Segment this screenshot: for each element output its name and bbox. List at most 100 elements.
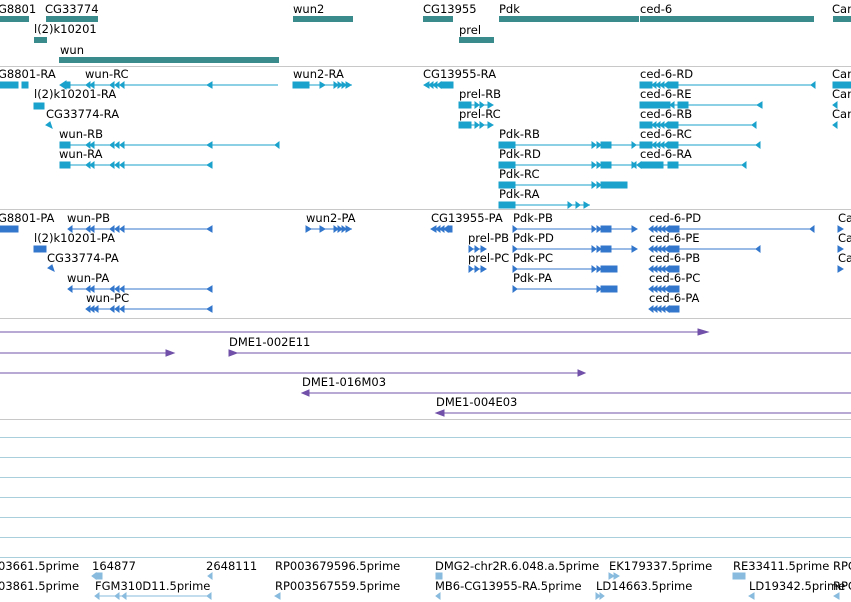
- empty-track-line: [0, 497, 851, 498]
- gene-label: Pdk: [499, 2, 520, 16]
- transcript-label: ced-6-RC: [640, 127, 692, 141]
- transcript-label: Car: [832, 87, 851, 101]
- protein-label: wun-PB: [67, 211, 110, 225]
- protein-label: Pdk-PA: [513, 271, 553, 285]
- empty-track-line: [0, 517, 851, 518]
- clone-label: DME1-016M03: [302, 375, 387, 389]
- est-label: 03661.5prime: [0, 559, 80, 573]
- gene-feature[interactable]: [46, 16, 98, 22]
- est-label: RE33411.5prime: [733, 559, 830, 573]
- gene-label: CG33774: [45, 2, 99, 16]
- transcript-label: wun-RC: [85, 67, 129, 81]
- est-label: RP003567559.5prime: [275, 579, 401, 593]
- transcript-label: ced-6-RE: [640, 87, 692, 101]
- est-label: EK179337.5prime: [609, 559, 713, 573]
- empty-track-line: [0, 477, 851, 478]
- transcript-label: ced-6-RD: [640, 67, 694, 81]
- protein-label: Ca: [838, 231, 851, 245]
- gene-feature[interactable]: [59, 57, 279, 63]
- track-separator: [0, 318, 851, 319]
- track-separator: [0, 209, 851, 210]
- protein-label: Ca: [838, 211, 851, 225]
- protein-label: wun-PA: [67, 271, 110, 285]
- protein-label: wun2-PA: [306, 211, 356, 225]
- gene-feature[interactable]: [833, 16, 851, 22]
- gene-feature[interactable]: [640, 16, 814, 22]
- protein-label: ced-6-PA: [649, 291, 700, 305]
- est-label: DMG2-chr2R.6.048.a.5prime: [435, 559, 600, 573]
- gene-feature[interactable]: [499, 16, 639, 22]
- transcript-label: Car: [832, 107, 851, 121]
- gene-track: G8801 CG33774 l(2)k10201 wun wun2 CG1395…: [0, 0, 851, 66]
- est-label: LD19342.5prime: [749, 579, 846, 593]
- protein-label: l(2)k10201-PA: [34, 231, 115, 245]
- transcript-label: prel-RB: [459, 87, 502, 101]
- transcript-label: CG13955-RA: [423, 67, 497, 81]
- est-label: RP003679596.5prime: [275, 559, 401, 573]
- transcript-label: Car: [832, 67, 851, 81]
- gene-label: G8801: [0, 2, 37, 16]
- transcript-label: wun2-RA: [293, 67, 344, 81]
- gene-label: CG13955: [423, 2, 477, 16]
- est-track: 03661.5prime 164877 2648111 RP003679596.…: [0, 560, 851, 602]
- track-separator: [0, 419, 851, 420]
- protein-label: CG13955-PA: [431, 211, 503, 225]
- empty-track-area: [0, 420, 851, 560]
- empty-track-line: [0, 457, 851, 458]
- protein-label: ced-6-PE: [649, 231, 700, 245]
- transcript-label: prel-RC: [459, 107, 501, 121]
- transcript-label: CG33774-RA: [46, 107, 120, 121]
- protein-label: ced-6-PB: [649, 251, 701, 265]
- est-label: LD14663.5prime: [596, 579, 693, 593]
- empty-track-line: [0, 437, 851, 438]
- protein-label: Pdk-PC: [513, 251, 554, 265]
- protein-label: wun-PC: [86, 291, 130, 305]
- transcript-label: Pdk-RC: [499, 167, 540, 181]
- empty-track-line: [0, 557, 851, 558]
- transcript-label: wun-RB: [59, 127, 104, 141]
- est-label: 03861.5prime: [0, 579, 80, 593]
- est-label: FGM310D11.5prime: [95, 579, 211, 593]
- transcript-label: Pdk-RA: [499, 187, 540, 201]
- clone-glyphs[interactable]: [0, 319, 851, 419]
- transcript-label: ced-6-RB: [640, 107, 693, 121]
- protein-track: G8801-PA wun-PB l(2)k10201-PA CG33774-PA…: [0, 210, 851, 318]
- protein-glyphs[interactable]: [0, 210, 851, 318]
- gene-feature[interactable]: [293, 16, 353, 22]
- transcript-label: Pdk-RD: [499, 147, 541, 161]
- gene-label: Car: [832, 2, 851, 16]
- clone-label: DME1-002E11: [229, 335, 311, 349]
- transcript-label: ced-6-RA: [640, 147, 692, 161]
- est-label: RPC: [833, 579, 851, 593]
- protein-label: Pdk-PB: [513, 211, 553, 225]
- protein-label: Ca: [838, 251, 851, 265]
- empty-track-line: [0, 537, 851, 538]
- clone-label: DME1-004E03: [436, 395, 518, 409]
- transcript-track: G8801-RA wun-RC l(2)k10201-RA CG33774-RA…: [0, 67, 851, 209]
- protein-label: ced-6-PC: [649, 271, 701, 285]
- est-glyphs[interactable]: [0, 560, 851, 602]
- protein-label: prel-PC: [468, 251, 510, 265]
- transcript-label: wun-RA: [59, 147, 103, 161]
- gene-label: ced-6: [640, 2, 673, 16]
- est-label: RPC: [833, 559, 851, 573]
- gene-label: wun: [60, 43, 84, 57]
- gene-feature[interactable]: [34, 37, 47, 43]
- protein-label: prel-PB: [468, 231, 510, 245]
- transcript-label: l(2)k10201-RA: [34, 87, 117, 101]
- protein-label: Pdk-PD: [513, 231, 554, 245]
- transcript-label: G8801-RA: [0, 67, 56, 81]
- gene-feature[interactable]: [423, 16, 453, 22]
- est-label: 164877: [92, 559, 136, 573]
- transcript-label: Pdk-RB: [499, 127, 540, 141]
- gene-feature[interactable]: [0, 16, 29, 22]
- transcript-glyphs[interactable]: [0, 67, 851, 209]
- track-separator: [0, 66, 851, 67]
- est-label: MB6-CG13955-RA.5prime: [435, 579, 582, 593]
- protein-label: CG33774-PA: [47, 251, 119, 265]
- gene-feature[interactable]: [459, 37, 494, 43]
- protein-label: ced-6-PD: [649, 211, 702, 225]
- est-label: 2648111: [206, 559, 258, 573]
- clone-track: DME1-002E11 DME1-016M03 DME1-004E03: [0, 319, 851, 419]
